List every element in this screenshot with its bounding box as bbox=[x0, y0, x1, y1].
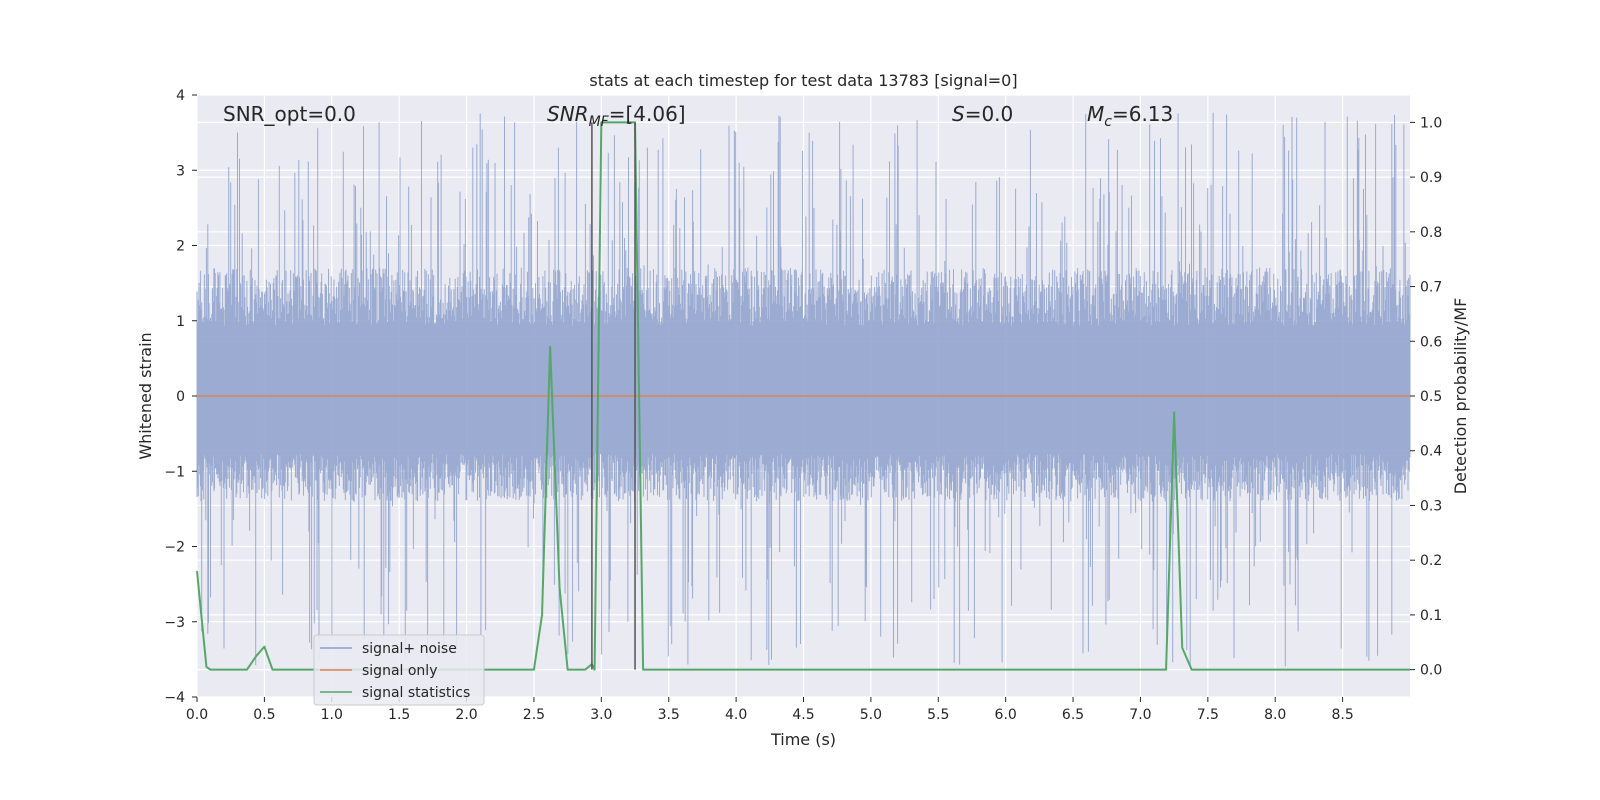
y-right-tick-label: 1.0 bbox=[1420, 115, 1442, 131]
x-tick-label: 8.5 bbox=[1331, 707, 1353, 723]
x-tick-label: 1.5 bbox=[388, 707, 410, 723]
signal-statistics-line bbox=[196, 121, 1410, 671]
y-right-tick-label: 0.3 bbox=[1420, 498, 1442, 514]
series-signal-plus-noise bbox=[196, 112, 1411, 667]
x-tick-label: 6.0 bbox=[995, 707, 1017, 723]
y-axis-right-label: Detection probability/MF bbox=[1451, 298, 1470, 495]
annotation-mc-symbol: M bbox=[1087, 102, 1104, 126]
x-axis-label: Time (s) bbox=[770, 730, 836, 749]
x-tick-label: 3.0 bbox=[590, 707, 612, 723]
x-tick-label: 4.0 bbox=[725, 707, 747, 723]
annotation-s-value: =0.0 bbox=[965, 102, 1014, 126]
y-left-tick-label: 3 bbox=[176, 163, 185, 179]
chart-title: stats at each timestep for test data 137… bbox=[589, 71, 1017, 90]
x-tick-label: 6.5 bbox=[1062, 707, 1084, 723]
y-right-tick-label: 0.9 bbox=[1420, 170, 1442, 186]
x-tick-label: 5.5 bbox=[927, 707, 949, 723]
annotation-snr-mf: SNRMF=[4.06] bbox=[547, 102, 686, 130]
x-tick-label: 7.5 bbox=[1197, 707, 1219, 723]
y-right-tick-label: 0.0 bbox=[1420, 663, 1442, 679]
y-left-tick-label: −4 bbox=[164, 690, 185, 706]
x-tick-label: 1.0 bbox=[321, 707, 343, 723]
y-left-tick-label: 0 bbox=[176, 389, 185, 405]
y-right-tick-label: 0.4 bbox=[1420, 444, 1442, 460]
annotation-snr-opt: SNR_opt=0.0 bbox=[223, 102, 356, 126]
y-right-tick-label: 0.8 bbox=[1420, 225, 1442, 241]
annotation-s-symbol: S bbox=[952, 102, 965, 126]
legend-entry-signal-only: signal only bbox=[362, 663, 437, 679]
legend-entry-signal-plus-noise: signal+ noise bbox=[362, 641, 457, 657]
x-axis-ticks: 0.0 0.5 1.0 1.5 2.0 2.5 3.0 3.5 4.0 4.5 5.0 5.5 6.0 6… bbox=[186, 697, 1354, 723]
annotation-mc: Mc=6.13 bbox=[1087, 102, 1173, 130]
y-left-tick-label: 2 bbox=[176, 239, 185, 255]
marker-lines bbox=[591, 122, 636, 670]
legend-entry-signal-statistics: signal statistics bbox=[362, 685, 470, 701]
y-right-tick-label: 0.6 bbox=[1420, 334, 1442, 350]
x-tick-label: 2.0 bbox=[455, 707, 477, 723]
x-tick-label: 4.5 bbox=[792, 707, 814, 723]
annotation-mc-value: =6.13 bbox=[1112, 102, 1173, 126]
y-right-tick-label: 0.7 bbox=[1420, 280, 1442, 296]
y-right-tick-label: 0.1 bbox=[1420, 608, 1442, 624]
signal-plus-noise-trace bbox=[196, 112, 1411, 667]
legend: signal+ noise signal only signal statist… bbox=[313, 634, 485, 706]
annotation-snr-mf-subscript: MF bbox=[589, 114, 610, 130]
annotation-snr-mf-value: =[4.06] bbox=[609, 102, 686, 126]
x-tick-label: 0.0 bbox=[186, 707, 208, 723]
annotation-snr-mf-symbol: SNR bbox=[547, 102, 589, 126]
y-axis-left-label: Whitened strain bbox=[136, 332, 155, 459]
legend-box bbox=[313, 634, 485, 706]
y-axis-right-ticks: 0.0 0.1 0.2 0.3 0.4 0.5 0.6 0.7 0.8 0.9 1.0 bbox=[1410, 115, 1442, 679]
x-tick-label: 5.0 bbox=[860, 707, 882, 723]
x-tick-label: 7.0 bbox=[1129, 707, 1151, 723]
y-left-tick-label: −2 bbox=[164, 540, 185, 556]
y-left-tick-label: −3 bbox=[164, 615, 185, 631]
y-left-tick-label: −1 bbox=[164, 464, 185, 480]
y-axis-left-ticks: −4 −3 −2 −1 0 1 2 3 4 bbox=[164, 88, 197, 706]
annotation-s: S=0.0 bbox=[952, 102, 1013, 126]
y-right-tick-label: 0.2 bbox=[1420, 553, 1442, 569]
x-tick-label: 2.5 bbox=[523, 707, 545, 723]
x-tick-label: 3.5 bbox=[658, 707, 680, 723]
annotation-mc-subscript: c bbox=[1104, 114, 1112, 130]
y-left-tick-label: 4 bbox=[176, 88, 185, 104]
y-left-tick-label: 1 bbox=[176, 314, 185, 330]
y-right-tick-label: 0.5 bbox=[1420, 389, 1442, 405]
x-tick-label: 0.5 bbox=[253, 707, 275, 723]
series-signal-statistics bbox=[196, 121, 1410, 671]
x-tick-label: 8.0 bbox=[1264, 707, 1286, 723]
